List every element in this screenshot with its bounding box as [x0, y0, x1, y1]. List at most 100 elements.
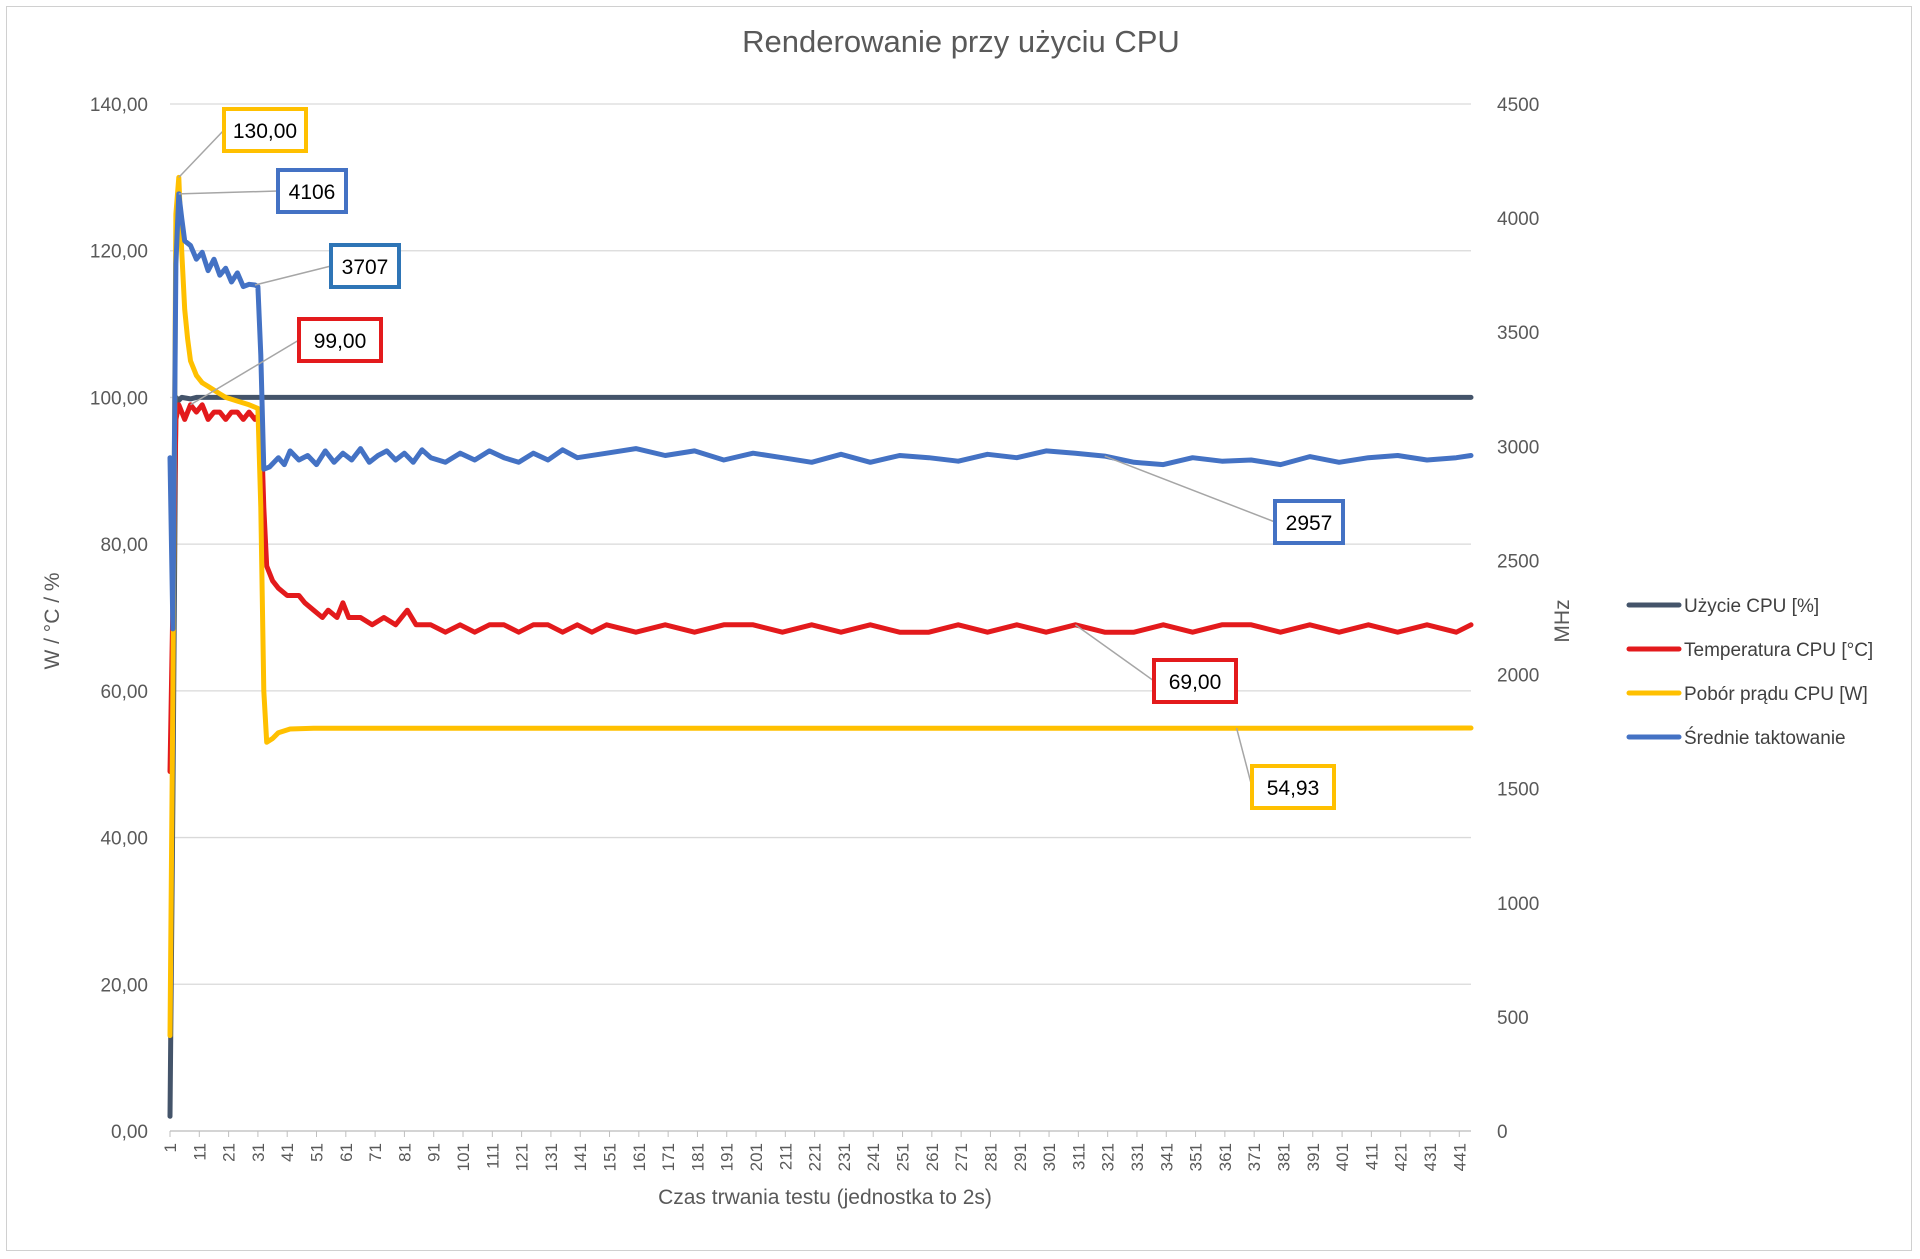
callout-label: 130,00	[233, 120, 297, 143]
callout-label: 3707	[342, 256, 389, 279]
x-tick-label: 361	[1216, 1143, 1235, 1171]
legend-label: Pobór prądu CPU [W]	[1684, 684, 1868, 705]
left-tick-label: 60,00	[100, 682, 148, 703]
x-tick-label: 421	[1392, 1143, 1411, 1171]
x-tick-label: 201	[747, 1143, 766, 1171]
x-tick-label: 301	[1040, 1143, 1059, 1171]
series-line	[167, 402, 1474, 774]
x-tick-label: 411	[1362, 1143, 1381, 1170]
x-tick-label: 61	[337, 1143, 356, 1162]
x-axis-title: Czas trwania testu (jednostka to 2s)	[658, 1186, 992, 1209]
left-tick-label: 20,00	[100, 975, 148, 996]
left-tick-label: 120,00	[90, 242, 148, 263]
callout-box	[1250, 764, 1336, 810]
x-tick-label: 211	[776, 1143, 795, 1170]
x-tick-label: 161	[630, 1143, 649, 1171]
x-tick-label: 261	[923, 1143, 942, 1171]
right-tick-label: 1000	[1497, 894, 1539, 915]
callout-leader	[254, 265, 332, 286]
right-tick-label: 4000	[1497, 209, 1539, 230]
legend-label: Średnie taktowanie	[1684, 727, 1846, 749]
x-tick-label: 321	[1099, 1143, 1118, 1171]
callout-leader	[190, 339, 300, 406]
x-tick-label: 331	[1128, 1143, 1147, 1171]
x-tick-label: 221	[806, 1143, 825, 1171]
legend: Użycie CPU [%] Temperatura CPU [°C] Pobór …	[1626, 596, 1873, 749]
x-tick-label: 341	[1157, 1143, 1176, 1171]
x-tick-label: 51	[308, 1143, 327, 1162]
right-tick-label: 3000	[1497, 437, 1539, 458]
callout-box	[1273, 499, 1345, 545]
x-tick-label: 311	[1069, 1143, 1088, 1170]
x-tick-label: 111	[483, 1143, 502, 1169]
x-tick-label: 381	[1274, 1143, 1293, 1171]
x-tick-label: 21	[220, 1143, 239, 1162]
x-tick-label: 241	[864, 1143, 883, 1171]
callout-leader	[1074, 624, 1155, 682]
left-tick-label: 100,00	[90, 388, 148, 409]
callout-box	[329, 243, 401, 289]
callout-box	[276, 168, 348, 214]
right-axis-ticks: 0 500 1000 1500 2000 2500 3000 3500 4000 4500	[1497, 95, 1539, 1143]
right-tick-label: 500	[1497, 1008, 1529, 1029]
x-tick-label: 121	[513, 1143, 532, 1171]
x-tick-label: 71	[366, 1143, 385, 1162]
right-tick-label: 0	[1497, 1122, 1508, 1143]
callout-label: 4106	[289, 181, 336, 204]
data-callouts: 130,00 4106 3707 99,00 2957 69,00 54,93	[178, 107, 1345, 810]
x-axis-ticks: 1 11 21 31 41 51 61 71 81 91 101 111 121 131 141 151 161…	[161, 1131, 1469, 1171]
callout-box	[1152, 658, 1238, 704]
x-tick-label: 91	[425, 1143, 444, 1162]
x-tick-label: 351	[1187, 1143, 1206, 1171]
series-layer	[167, 174, 1474, 1119]
callout-label: 99,00	[314, 330, 367, 353]
left-tick-label: 80,00	[100, 535, 148, 556]
chart: Renderowanie przy użyciu CPU 0,00 20,00 40…	[41, 24, 1873, 1209]
x-tick-label: 431	[1421, 1143, 1440, 1171]
x-tick-label: 191	[718, 1143, 737, 1171]
callout-leader	[178, 190, 279, 195]
x-tick-label: 391	[1304, 1143, 1323, 1171]
right-axis-title: MHz	[1551, 599, 1574, 642]
x-tick-label: 151	[601, 1143, 620, 1171]
x-tick-label: 1	[161, 1143, 180, 1152]
callout-label: 2957	[1286, 512, 1333, 535]
right-tick-label: 2500	[1497, 551, 1539, 572]
x-tick-label: 441	[1450, 1143, 1469, 1171]
callout-leader	[1104, 455, 1276, 523]
callout-label: 69,00	[1169, 671, 1222, 694]
x-tick-label: 251	[894, 1143, 913, 1171]
x-tick-label: 401	[1333, 1143, 1352, 1171]
callout-leader	[178, 129, 225, 178]
x-tick-label: 141	[571, 1143, 590, 1171]
x-tick-label: 11	[190, 1143, 209, 1161]
callout-box	[297, 317, 383, 363]
chart-title: Renderowanie przy użyciu CPU	[742, 24, 1180, 59]
x-tick-label: 31	[249, 1143, 268, 1162]
left-axis-ticks: 0,00 20,00 40,00 60,00 80,00 100,00 120,00 140,…	[90, 95, 148, 1143]
right-tick-label: 4500	[1497, 95, 1539, 116]
right-tick-label: 1500	[1497, 780, 1539, 801]
callout-label: 54,93	[1267, 777, 1320, 800]
right-tick-label: 2000	[1497, 666, 1539, 687]
left-tick-label: 40,00	[100, 829, 148, 850]
chart-frame: Renderowanie przy użyciu CPU 0,00 20,00 40…	[6, 6, 1912, 1251]
x-tick-label: 291	[1011, 1143, 1030, 1171]
callout-leader	[1235, 727, 1253, 788]
x-tick-label: 371	[1245, 1143, 1264, 1171]
left-axis-title: W / °C / %	[41, 572, 64, 669]
x-tick-label: 181	[688, 1143, 707, 1171]
series-line	[167, 174, 1474, 1039]
right-tick-label: 3500	[1497, 323, 1539, 344]
x-tick-label: 81	[395, 1143, 414, 1162]
callout-box	[222, 107, 308, 153]
x-tick-label: 271	[952, 1143, 971, 1171]
x-tick-label: 41	[278, 1143, 297, 1162]
left-tick-label: 140,00	[90, 95, 148, 116]
series-line	[167, 191, 1474, 632]
legend-label: Temperatura CPU [°C]	[1684, 640, 1873, 661]
x-tick-label: 101	[454, 1143, 473, 1171]
left-tick-label: 0,00	[111, 1122, 148, 1143]
x-tick-label: 131	[542, 1143, 561, 1171]
x-tick-label: 171	[659, 1143, 678, 1171]
